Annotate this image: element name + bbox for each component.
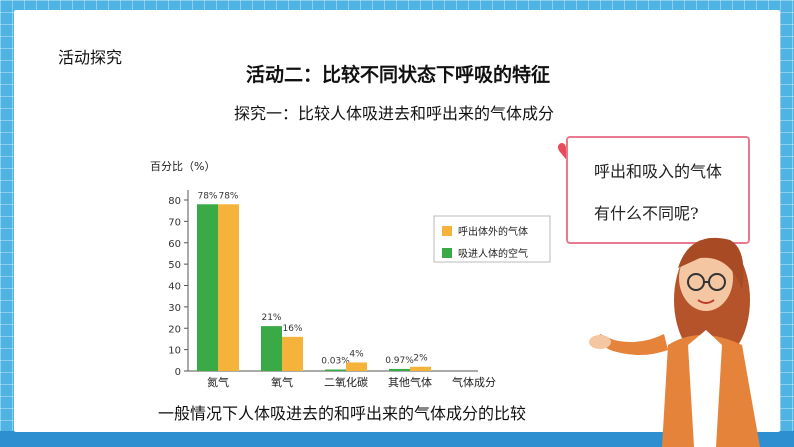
data-label: 2% [413,354,428,364]
y-tick-label: 10 [168,346,181,357]
legend-label: 吸进人体的空气 [458,247,528,260]
bar [410,366,431,371]
bottom-band [0,431,794,447]
bubble-line-2: 有什么不同呢? [594,204,699,223]
corner-tag: 活动探究 [58,48,123,67]
bar [346,362,367,371]
bar [282,336,303,371]
data-label: 4% [349,349,364,359]
data-label: 0.97% [385,356,414,366]
y-tick-label: 0 [175,367,181,378]
legend-swatch [442,248,452,258]
bar [325,369,346,371]
data-label: 78% [197,191,217,201]
x-axis-label: 气体成分 [452,375,496,389]
y-tick-label: 20 [168,324,181,335]
data-label: 78% [218,191,238,201]
y-axis-label: 百分比（%） [150,160,215,173]
bar [389,368,410,371]
legend-box [433,215,551,263]
data-label: 16% [282,324,302,334]
legend-label: 呼出体外的气体 [458,225,528,238]
y-tick-label: 50 [168,260,181,271]
bar [197,204,218,371]
x-tick-label: 其他气体 [388,375,432,389]
speech-bubble: 呼出和吸入的气体 有什么不同呢? [566,136,750,244]
y-tick-label: 60 [168,239,181,250]
bar [218,204,239,371]
data-label: 21% [261,313,281,323]
data-label: 0.03% [321,357,350,367]
page-subtitle: 探究一：比较人体吸进去和呼出来的气体成分 [234,104,555,123]
chart-caption: 一般情况下人体吸进去的和呼出来的气体成分的比较 [158,404,527,423]
bubble-line-1: 呼出和吸入的气体 [594,162,723,181]
y-tick-label: 40 [168,282,181,293]
bar [261,326,282,371]
x-tick-label: 氧气 [271,375,293,389]
x-tick-label: 氮气 [207,375,229,389]
page-title: 活动二：比较不同状态下呼吸的特征 [246,64,551,86]
y-tick-label: 80 [168,196,181,207]
y-tick-label: 30 [168,303,181,314]
y-tick-label: 70 [168,217,181,228]
legend-swatch [442,226,452,236]
x-tick-label: 二氧化碳 [324,375,368,389]
